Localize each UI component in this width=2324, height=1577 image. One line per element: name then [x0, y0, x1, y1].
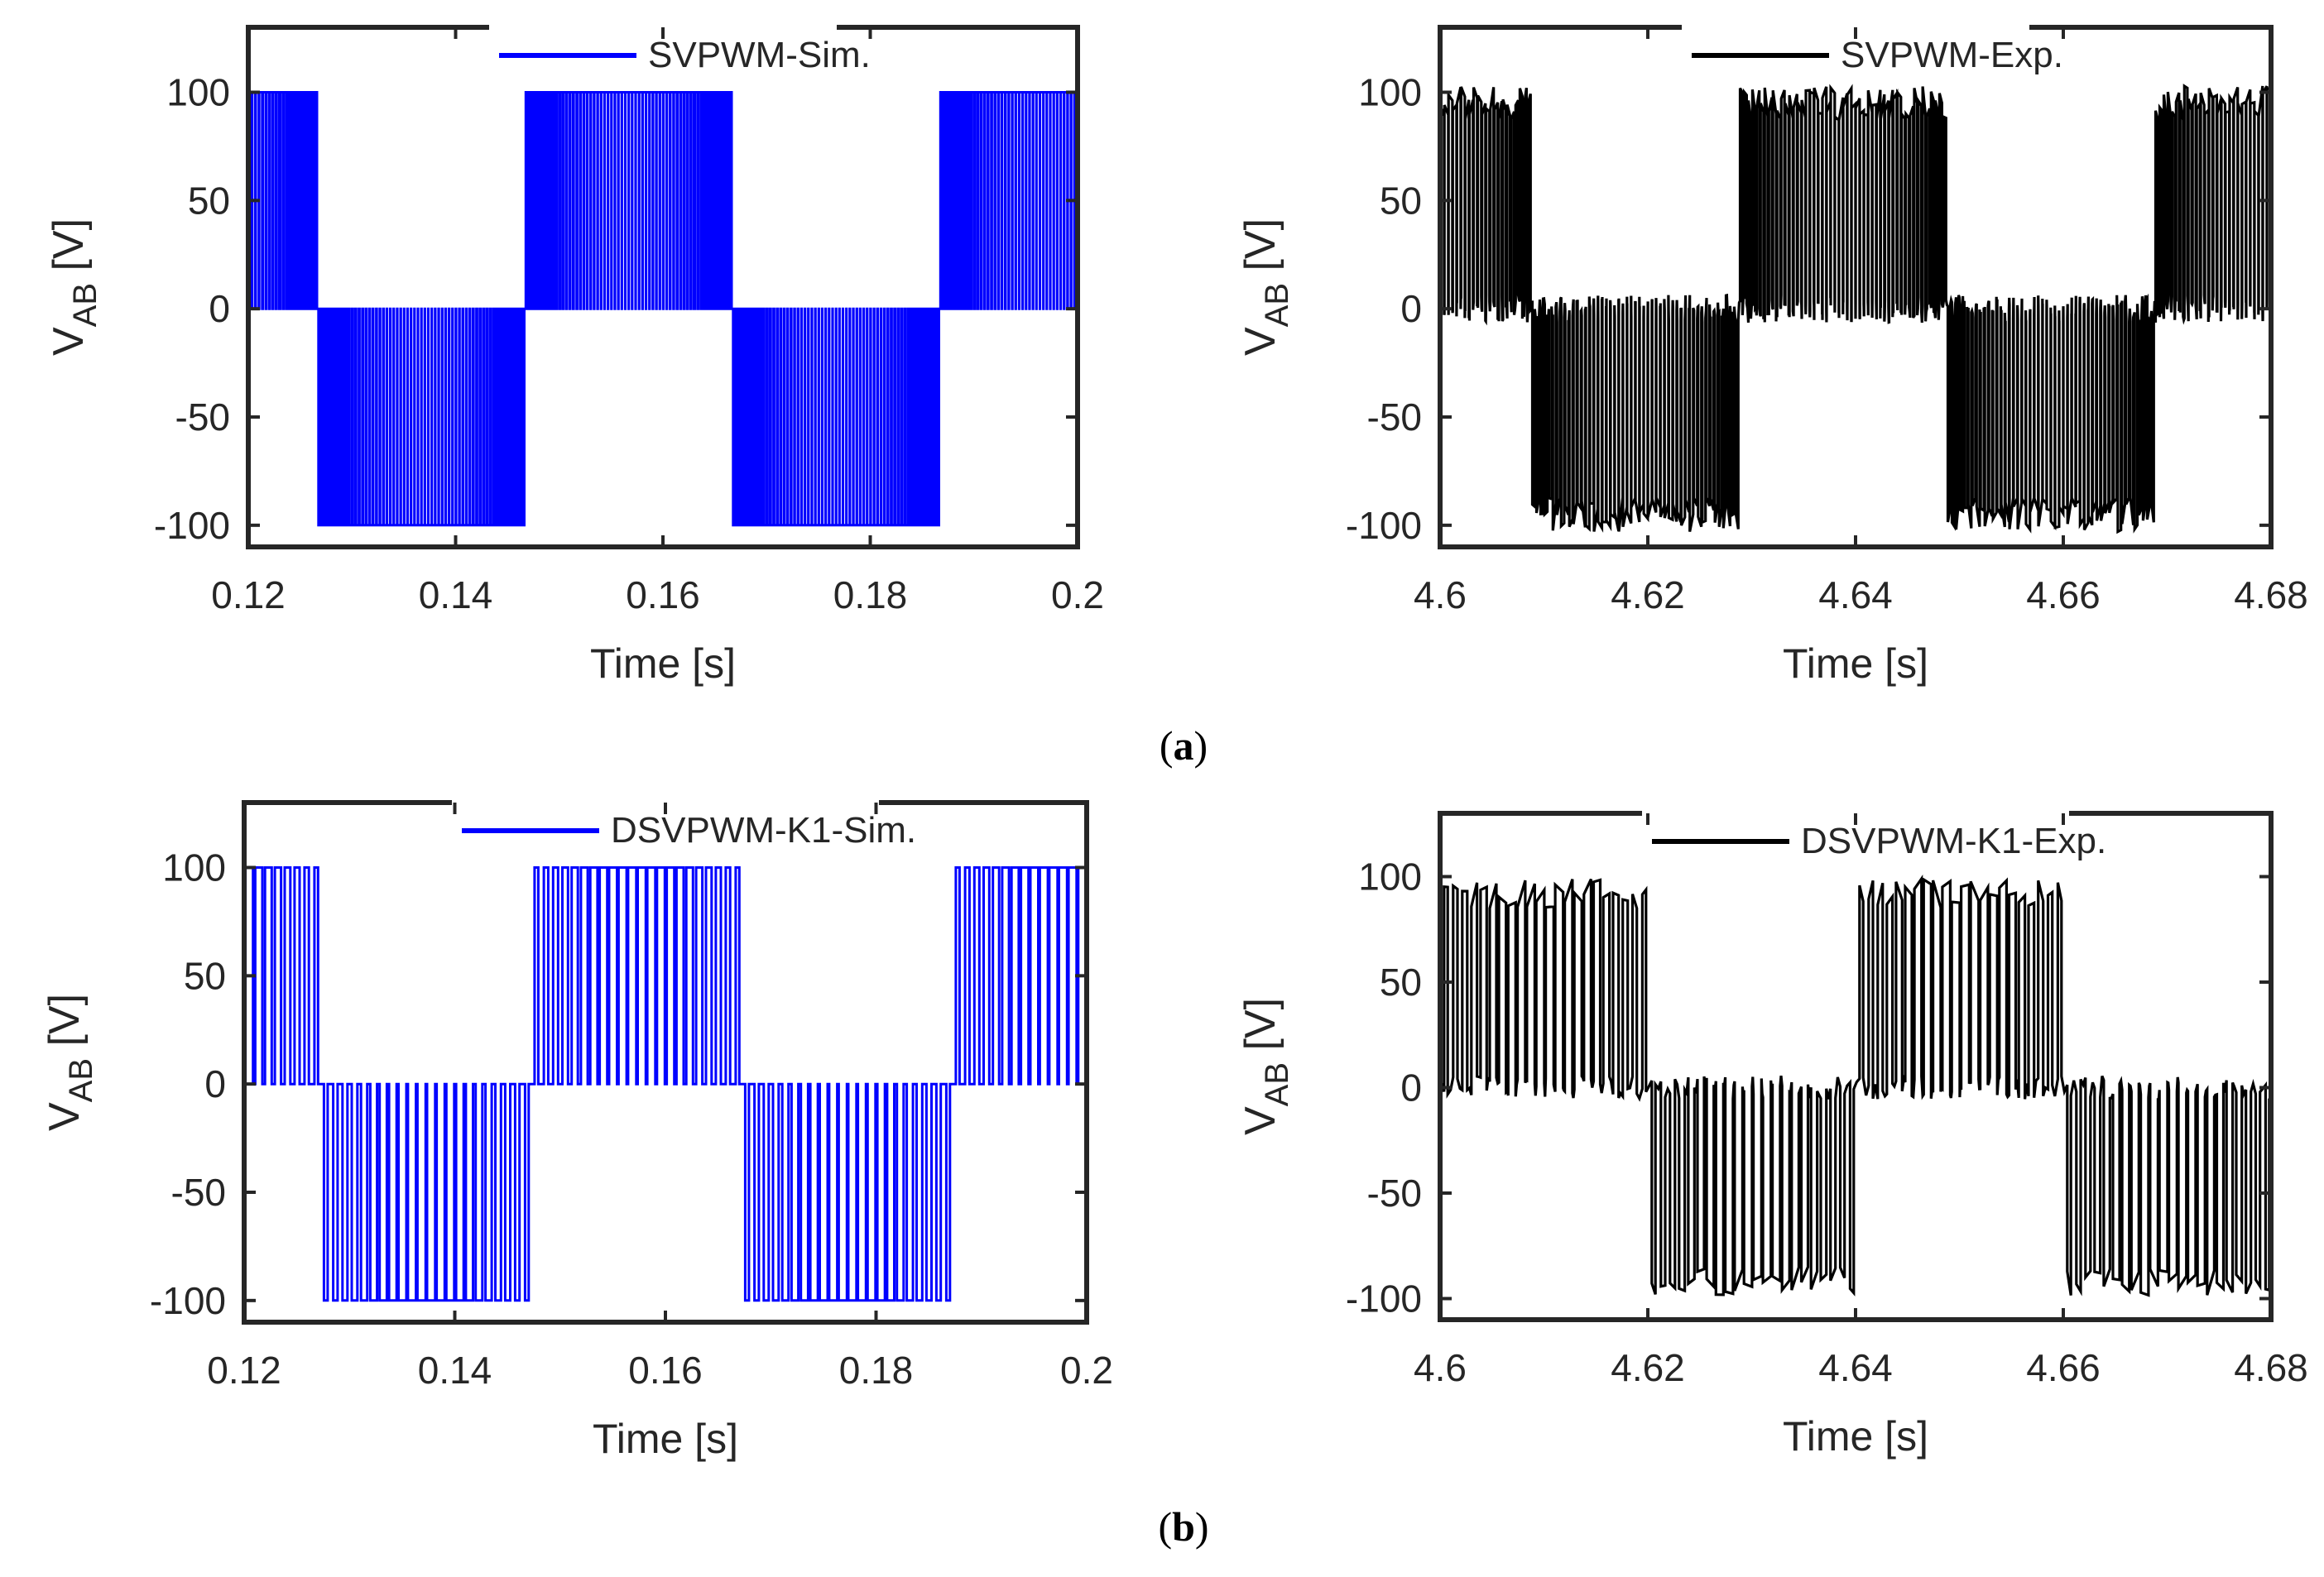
y-axis-label: VAB [V] [1236, 998, 1295, 1135]
x-tick-label: 4.6 [1414, 1346, 1467, 1389]
y-tick-label: 50 [188, 179, 230, 222]
x-tick-label: 4.6 [1414, 573, 1467, 616]
y-tick-label: -100 [154, 504, 230, 547]
legend: DSVPWM-K1-Exp. [1642, 807, 2106, 861]
y-axis-label: VAB [V] [41, 994, 99, 1131]
panel-label-a: (a) [1160, 722, 1208, 769]
chart-b-exp: DSVPWM-K1-Exp. -100 -50 0 50 100 4.6 4.62 4.64 4.… [1236, 807, 2308, 1460]
x-tick-label: 0.2 [1060, 1349, 1113, 1392]
y-axis-label: VAB [V] [45, 218, 103, 356]
legend-text: SVPWM-Exp. [1841, 35, 2063, 75]
x-tick-label: 4.62 [1611, 1346, 1685, 1389]
y-tick-label: -50 [1367, 395, 1422, 439]
y-tick-label: 0 [209, 287, 230, 330]
legend-text: DSVPWM-K1-Exp. [1801, 821, 2106, 861]
y-tick-label: -50 [175, 395, 230, 439]
x-axis-label: Time [s] [1783, 640, 1928, 687]
x-tick-label: 0.14 [419, 573, 493, 616]
chart-a-sim: SVPWM-Sim. -100 -50 0 50 100 0.12 0.14 0.16 0.18 0… [45, 21, 1104, 687]
y-axis-label: VAB [V] [1236, 218, 1295, 356]
y-tick-label: 50 [184, 954, 226, 997]
x-tick-label: 0.12 [211, 573, 286, 616]
panel-label-b: (b) [1158, 1503, 1208, 1550]
chart-a-exp: SVPWM-Exp. -100 -50 0 50 100 4.6 4.62 4.64 4.66 4.… [1236, 21, 2308, 687]
x-tick-label: 0.14 [418, 1349, 492, 1392]
chart-b-sim: DSVPWM-K1-Sim. -100 -50 0 50 100 0.12 0.14 0.16 0… [41, 796, 1113, 1462]
y-tick-label: -50 [1367, 1172, 1422, 1215]
x-tick-label: 4.64 [1818, 573, 1893, 616]
legend-text: SVPWM-Sim. [648, 35, 871, 75]
y-tick-label: 50 [1380, 961, 1422, 1004]
x-tick-label: 0.18 [839, 1349, 914, 1392]
series-line [244, 866, 1087, 1302]
x-tick-label: 4.66 [2026, 573, 2101, 616]
legend: SVPWM-Exp. [1682, 21, 2063, 75]
y-tick-label: 50 [1380, 179, 1422, 222]
x-tick-label: 0.16 [628, 1349, 703, 1392]
y-tick-label: -100 [1346, 504, 1422, 547]
x-tick-label: 0.2 [1051, 573, 1104, 616]
y-tick-label: 100 [162, 846, 226, 889]
x-axis-label: Time [s] [1783, 1413, 1928, 1460]
series-line [1440, 84, 2271, 534]
x-tick-label: 4.62 [1611, 573, 1685, 616]
x-tick-label: 0.18 [833, 573, 908, 616]
y-tick-label: -100 [150, 1279, 226, 1322]
x-tick-label: 4.68 [2234, 573, 2308, 616]
x-tick-label: 4.68 [2234, 1346, 2308, 1389]
y-tick-label: 0 [1400, 1067, 1422, 1110]
legend-text: DSVPWM-K1-Sim. [611, 810, 916, 851]
x-tick-label: 4.66 [2026, 1346, 2101, 1389]
series-line [248, 91, 1078, 527]
series-line [1440, 875, 2271, 1297]
y-tick-label: 0 [204, 1062, 226, 1105]
y-tick-label: 0 [1400, 287, 1422, 330]
x-tick-label: 4.64 [1818, 1346, 1893, 1389]
y-tick-label: -50 [171, 1171, 226, 1214]
x-tick-label: 0.16 [626, 573, 700, 616]
y-tick-label: -100 [1346, 1277, 1422, 1321]
x-axis-label: Time [s] [590, 640, 736, 687]
x-axis-label: Time [s] [593, 1416, 738, 1462]
legend: SVPWM-Sim. [489, 21, 871, 75]
y-tick-label: 100 [1358, 71, 1422, 114]
legend: DSVPWM-K1-Sim. [452, 796, 916, 851]
y-tick-label: 100 [166, 71, 230, 114]
y-tick-label: 100 [1358, 856, 1422, 899]
x-tick-label: 0.12 [207, 1349, 281, 1392]
